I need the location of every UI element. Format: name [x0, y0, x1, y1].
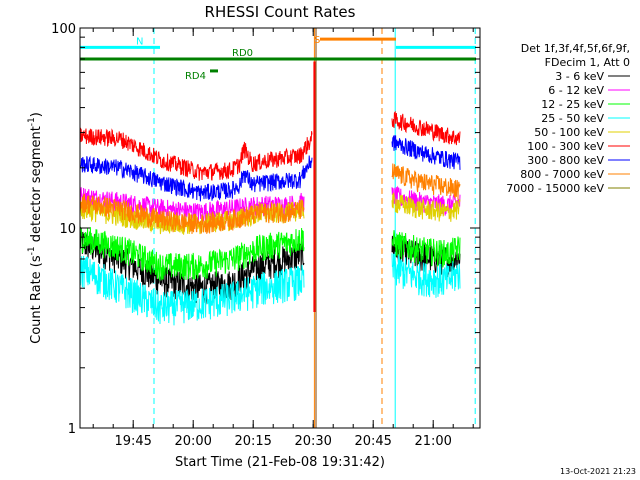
x-tick-label-0: 19:45 [114, 434, 151, 449]
chart-title: RHESSI Count Rates [205, 3, 356, 21]
legend-header-line-1: Det 1f,3f,4f,5f,6f,9f, [521, 42, 630, 55]
legend-header-line-2: FDecim 1, Att 0 [545, 56, 630, 69]
series-line-12-25keV-after [391, 230, 461, 268]
annotation-label-rd0: RD0 [232, 48, 253, 59]
series-line-100-300keV-before [79, 127, 313, 181]
x-tick-label-4: 20:45 [354, 434, 391, 449]
generation-timestamp: 13-Oct-2021 21:23 [560, 467, 636, 476]
series-line-12-25keV-before [79, 226, 305, 281]
y-axis-label-sup-1: -1 [27, 246, 37, 255]
series-line-300-800keV-before [79, 155, 313, 202]
x-tick-label-5: 21:00 [414, 434, 451, 449]
x-axis-label: Start Time (21-Feb-08 19:31:42) [175, 455, 385, 470]
legend-label-3: 25 - 50 keV [541, 112, 604, 125]
y-tick-label-2: 100 [51, 22, 76, 37]
annotation-label-s: S [314, 35, 320, 46]
y-tick-label-1: 10 [59, 222, 76, 237]
series-line-800-7000keV-before [79, 193, 305, 234]
legend-label-1: 6 - 12 keV [548, 84, 604, 97]
legend-label-5: 100 - 300 keV [527, 140, 604, 153]
series-line-25-50keV-before [79, 255, 305, 326]
legend-label-4: 50 - 100 keV [534, 126, 604, 139]
annotation-label-n: N [136, 36, 143, 47]
legend-label-8: 7000 - 15000 keV [506, 182, 604, 195]
legend-label-2: 12 - 25 keV [541, 98, 604, 111]
series-line-25-50keV-after [391, 253, 461, 298]
y-tick-label-0: 1 [68, 422, 76, 437]
chart-axes: 19:45 20:00 20:15 20:30 20:45 21:00 1 10 100 [51, 22, 480, 449]
x-tick-label-3: 20:30 [294, 434, 331, 449]
y-axis-label: Count Rate (s-1 detector segment-1) [27, 112, 44, 344]
annotation-label-rd4: RD4 [185, 71, 206, 82]
y-axis-label-part-2: detector segment [29, 126, 44, 246]
series-line-300-800keV-after [391, 134, 461, 170]
x-tick-label-1: 20:00 [174, 434, 211, 449]
series-line-100-300keV-after [391, 110, 461, 146]
y-axis-label-sup-2: -1 [27, 117, 37, 126]
chart-marks: N S RD0 RD4 [79, 28, 476, 428]
series-line-800-7000keV-after [391, 163, 461, 200]
x-tick-label-2: 20:15 [234, 434, 271, 449]
series-line-50-100keV-after [391, 192, 461, 222]
legend-label-0: 3 - 6 keV [555, 70, 604, 83]
y-axis-label-part-3: ) [29, 112, 44, 117]
y-axis-label-part-1: Count Rate (s [29, 255, 44, 344]
legend-label-6: 300 - 800 keV [527, 154, 604, 167]
legend-label-7: 800 - 7000 keV [520, 168, 604, 181]
